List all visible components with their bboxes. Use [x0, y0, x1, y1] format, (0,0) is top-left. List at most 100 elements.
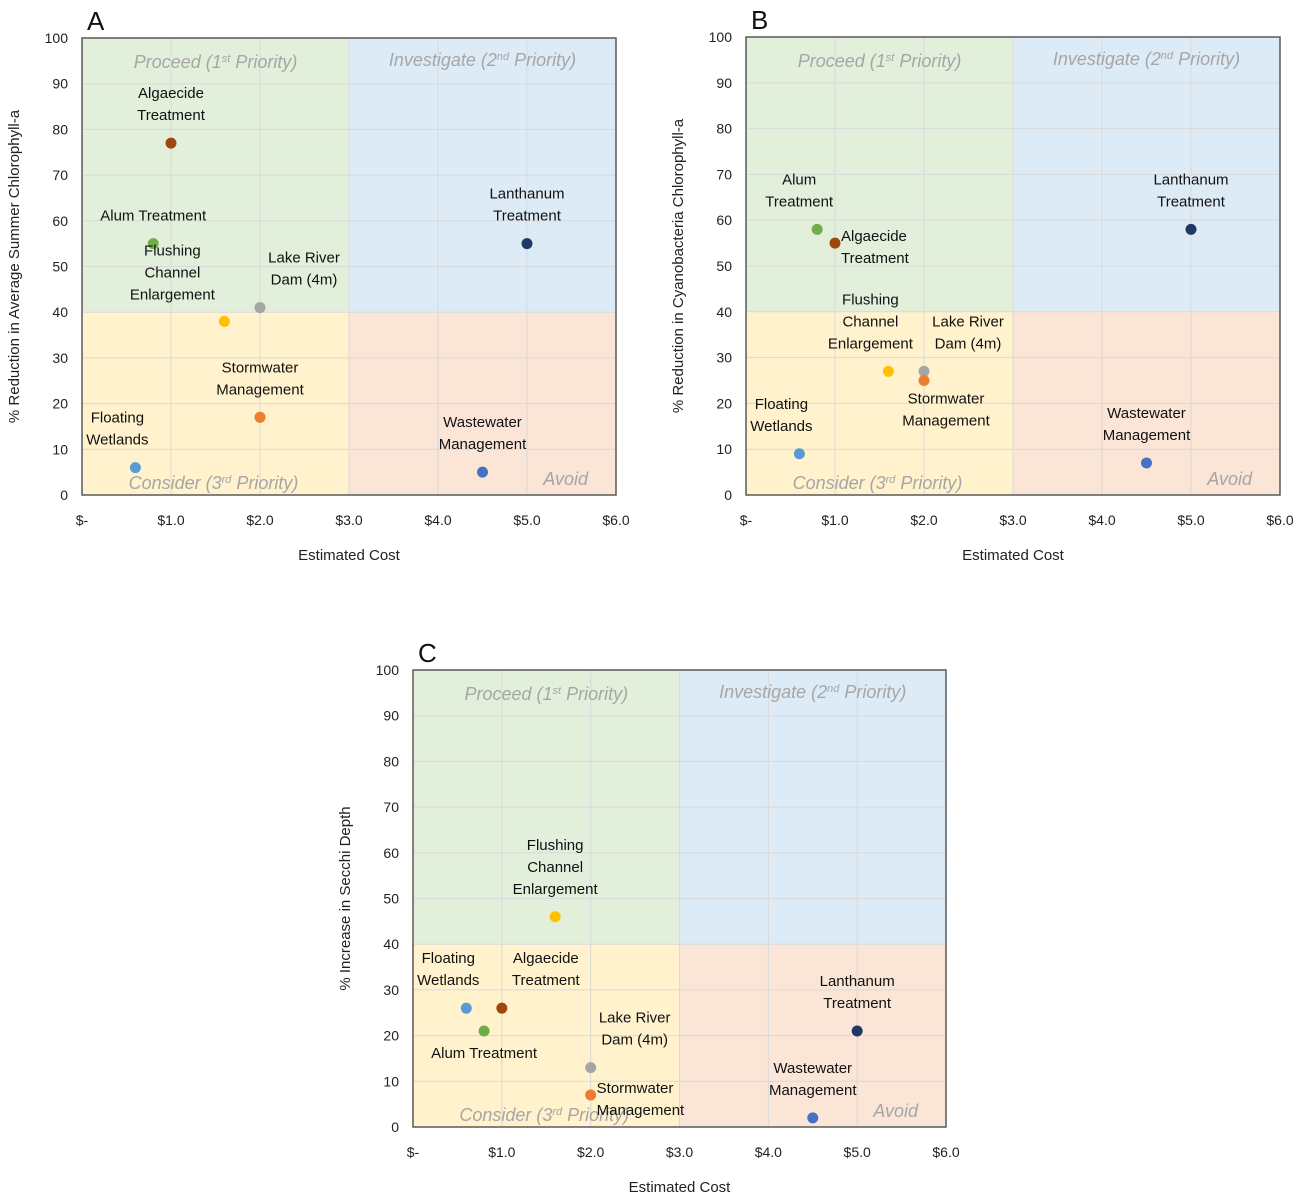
data-label: Lanthanum Treatment [489, 186, 564, 225]
y-tick-label: 80 [383, 753, 399, 769]
x-tick-label: $4.0 [755, 1144, 782, 1160]
y-tick-label: 40 [716, 304, 732, 320]
chart-panel-b: Proceed (1st Priority) Investigate (2nd P… [670, 5, 1294, 564]
data-point [851, 1025, 863, 1037]
data-label: Alum Treatment [100, 208, 207, 225]
x-tick-label: $- [740, 512, 753, 528]
data-label: Floating Wetlands [750, 396, 812, 435]
data-label: Alum Treatment [431, 1045, 538, 1062]
data-label: Floating Wetlands [86, 410, 148, 449]
data-point [1185, 223, 1197, 235]
data-label: Wastewater Management [1103, 405, 1191, 444]
quadrant-label-investigate: Investigate (2nd Priority) [389, 50, 576, 70]
quadrant-label-consider: Consider (3rd Priority) [459, 1105, 629, 1125]
x-tick-label: $1.0 [821, 512, 848, 528]
x-tick-label: $6.0 [602, 512, 629, 528]
x-tick-label: $1.0 [157, 512, 184, 528]
x-tick-label: $3.0 [335, 512, 362, 528]
data-label: Flushing Channel Enlargement [828, 291, 914, 352]
y-tick-label: 90 [716, 75, 732, 91]
quadrant-label-avoid: Avoid [872, 1101, 919, 1121]
data-point [477, 466, 488, 478]
y-axis-title: % Increase in Secchi Depth [337, 806, 354, 990]
y-tick-label: 10 [716, 441, 732, 457]
x-tick-label: $- [407, 1144, 420, 1160]
data-point [1141, 457, 1152, 469]
data-label: Flushing Channel Enlargement [513, 837, 599, 898]
y-tick-label: 80 [716, 121, 732, 137]
y-tick-label: 60 [52, 213, 68, 229]
y-tick-label: 90 [52, 76, 68, 92]
x-tick-label: $5.0 [844, 1144, 871, 1160]
data-label: Stormwater Management [597, 1080, 685, 1119]
data-point [807, 1112, 819, 1124]
y-tick-label: 20 [52, 396, 68, 412]
y-axis-title: % Reduction in Average Summer Chlorophyl… [6, 109, 23, 423]
plot-frame [412, 669, 947, 1128]
quadrant-label-investigate: Investigate (2nd Priority) [719, 682, 906, 702]
y-tick-label: 0 [60, 487, 68, 503]
data-point [129, 462, 141, 474]
data-point [478, 1025, 490, 1037]
data-label: Alum Treatment [765, 171, 834, 210]
y-tick-label: 70 [716, 166, 732, 182]
data-point [165, 137, 177, 149]
y-tick-label: 60 [383, 845, 399, 861]
data-point [549, 911, 561, 923]
y-tick-label: 50 [52, 259, 68, 275]
y-tick-label: 80 [52, 121, 68, 137]
data-point [460, 1002, 472, 1014]
y-tick-label: 30 [383, 982, 399, 998]
data-label: Wastewater Management [769, 1060, 857, 1099]
y-tick-label: 0 [391, 1119, 399, 1135]
data-label: Wastewater Management [439, 414, 527, 453]
y-tick-label: 20 [716, 395, 732, 411]
y-tick-label: 40 [52, 304, 68, 320]
quadrant-label-proceed: Proceed (1st Priority) [798, 51, 962, 71]
y-tick-label: 10 [52, 441, 68, 457]
x-tick-label: $2.0 [246, 512, 273, 528]
data-label: Lanthanum Treatment [1153, 171, 1228, 210]
data-point [918, 365, 930, 377]
y-tick-label: 10 [383, 1073, 399, 1089]
y-tick-label: 100 [45, 30, 69, 46]
data-label: Lanthanum Treatment [820, 973, 895, 1012]
x-tick-label: $6.0 [1266, 512, 1293, 528]
data-label: Stormwater Management [216, 359, 304, 398]
x-tick-label: $3.0 [999, 512, 1026, 528]
quadrant-label-avoid: Avoid [542, 469, 589, 489]
x-tick-label: $5.0 [513, 512, 540, 528]
x-tick-label: $6.0 [932, 1144, 959, 1160]
y-tick-label: 30 [52, 350, 68, 366]
data-point [254, 411, 266, 423]
x-axis-title: Estimated Cost [298, 547, 401, 564]
chart-panel-c: Proceed (1st Priority) Investigate (2nd P… [337, 638, 960, 1196]
data-point [793, 448, 805, 460]
data-label: Floating Wetlands [417, 950, 479, 989]
data-point [585, 1089, 597, 1101]
x-tick-label: $5.0 [1177, 512, 1204, 528]
quadrant-label-avoid: Avoid [1206, 469, 1253, 489]
y-tick-label: 60 [716, 212, 732, 228]
quadrant-label-consider: Consider (3rd Priority) [129, 473, 299, 493]
data-label: Algaecide Treatment [841, 228, 910, 267]
chart-panel-a: Proceed (1st Priority) Investigate (2nd P… [6, 6, 630, 564]
y-tick-label: 0 [724, 487, 732, 503]
data-point [585, 1062, 597, 1074]
data-point [829, 237, 841, 249]
data-point [811, 223, 823, 235]
data-point [147, 238, 159, 250]
quadrant-label-consider: Consider (3rd Priority) [793, 473, 963, 493]
x-tick-label: $- [76, 512, 89, 528]
data-point [254, 302, 266, 314]
quadrant-label-proceed: Proceed (1st Priority) [134, 52, 298, 72]
data-point [918, 375, 930, 386]
data-label: Stormwater Management [902, 391, 990, 430]
y-tick-label: 100 [376, 662, 400, 678]
data-label: Lake River Dam (4m) [599, 1010, 671, 1049]
data-point [882, 365, 894, 377]
data-label: Algaecide Treatment [137, 85, 206, 124]
quadrant-label-investigate: Investigate (2nd Priority) [1053, 49, 1240, 69]
x-tick-label: $2.0 [910, 512, 937, 528]
x-axis-title: Estimated Cost [629, 1179, 732, 1196]
